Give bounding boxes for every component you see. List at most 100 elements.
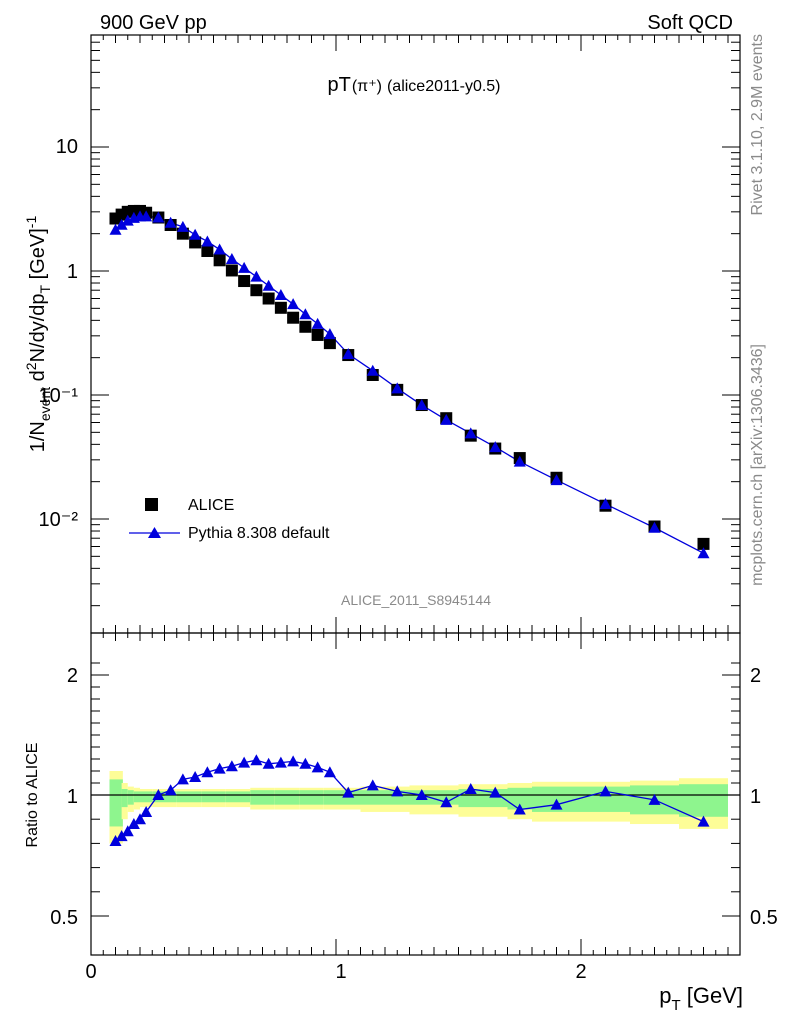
analysis-watermark: ALICE_2011_S8945144	[341, 592, 491, 608]
main-y-tick-labels: 10 1 10⁻¹ 10⁻²	[39, 136, 79, 531]
ratio-data-point	[140, 805, 153, 817]
ratio-data-point	[152, 789, 165, 800]
main-y-axis-label: 1/Nevent d2N/dy/dpT [GeV]-1	[23, 216, 53, 453]
ratio-inner-band	[311, 790, 324, 805]
title-particle: (π⁺)	[352, 78, 382, 95]
alice-data-point	[311, 328, 324, 341]
ratio-data-point	[274, 756, 287, 768]
main-panel-frame	[90, 34, 741, 634]
ratio-data-point	[323, 766, 336, 778]
x-axis-label: pT [GeV]	[659, 983, 743, 1014]
main-panel-data	[109, 204, 710, 559]
pythia-data-point	[366, 364, 379, 376]
ratio-inner-band	[385, 790, 410, 805]
legend: ALICE Pythia 8.308 default	[129, 497, 330, 542]
main-y-tick-label: 10⁻¹	[39, 385, 79, 407]
alice-data-point	[250, 284, 263, 297]
ratio-inner-band	[176, 791, 189, 803]
ratio-data-point	[550, 798, 563, 810]
ratio-inner-band	[121, 789, 128, 808]
ratio-inner-band	[133, 791, 140, 803]
pythia-data-point	[238, 261, 251, 273]
ratio-y-tick-label: 2	[67, 665, 78, 687]
header-right-label: Soft QCD	[647, 12, 733, 34]
x-tick-label: 0	[85, 961, 96, 983]
legend-pythia-marker	[148, 527, 161, 538]
pythia-data-point	[189, 228, 202, 240]
ratio-y-tick-label: 1	[67, 786, 78, 808]
pythia-data-point	[225, 252, 238, 264]
main-y-tick-label: 1	[67, 261, 78, 283]
ratio-data-point	[121, 825, 134, 837]
pythia-data-point	[262, 279, 275, 291]
ratio-panel-ticks	[90, 633, 740, 955]
pythia-data-point	[140, 210, 153, 222]
ratio-inner-band	[225, 791, 238, 803]
ratio-data-point	[648, 793, 661, 805]
alice-data-point	[323, 337, 336, 350]
pythia-data-point	[440, 413, 453, 425]
ratio-inner-band	[262, 790, 275, 805]
ratio-data-point	[299, 757, 312, 769]
pythia-data-point	[415, 399, 428, 411]
ratio-data-point	[342, 786, 355, 798]
x-tick-label: 2	[575, 961, 586, 983]
alice-data-point	[274, 301, 287, 314]
pythia-data-point	[115, 218, 128, 230]
main-y-tick-label: 10⁻²	[39, 509, 79, 531]
ratio-inner-band	[164, 791, 177, 803]
pythia-data-point	[274, 289, 287, 301]
ratio-uncertainty-bands	[109, 771, 728, 844]
pythia-data-point	[550, 474, 563, 486]
ratio-inner-band	[299, 790, 312, 805]
pythia-data-point	[176, 220, 189, 232]
ratio-y-tick-labels: 2 1 0.5 2 1 0.5	[50, 665, 778, 929]
ratio-data-point	[213, 762, 226, 774]
pythia-data-point	[648, 521, 661, 533]
ratio-inner-band	[360, 790, 385, 805]
ratio-inner-band	[140, 791, 153, 803]
pythia-data-point	[323, 328, 336, 340]
main-panel-ticks	[90, 34, 740, 633]
pythia-data-point	[489, 441, 502, 453]
x-tick-labels: 0 1 2	[85, 961, 586, 983]
ratio-data-point	[513, 803, 526, 815]
ratio-data-point	[489, 786, 502, 798]
ratio-data-point	[189, 771, 202, 782]
x-tick-label: 1	[335, 961, 346, 983]
pythia-data-point	[213, 243, 226, 255]
ratio-inner-band	[323, 790, 336, 805]
ratio-inner-band	[250, 790, 263, 805]
ratio-inner-band	[213, 791, 226, 803]
ratio-y-tick-label: 0.5	[50, 907, 78, 929]
alice-data-point	[225, 264, 238, 277]
ratio-inner-band	[679, 784, 728, 817]
title-tag: (alice2011-y0.5)	[387, 78, 501, 95]
pythia-data-point	[599, 498, 612, 510]
legend-alice-marker	[145, 498, 158, 511]
ratio-data-point	[115, 830, 128, 842]
alice-data-point	[262, 292, 275, 305]
legend-pythia-label: Pythia 8.308 default	[188, 525, 330, 542]
ratio-inner-band	[127, 790, 134, 805]
ratio-data-point	[134, 813, 146, 825]
pythia-data-point	[391, 382, 404, 394]
pythia-data-point	[311, 317, 324, 329]
ratio-data-point	[262, 757, 275, 769]
ratio-data-point	[391, 785, 404, 797]
ratio-data-point	[599, 785, 612, 797]
ratio-inner-band	[507, 787, 532, 810]
ratio-data-point	[697, 815, 710, 827]
alice-data-point	[213, 254, 226, 267]
alice-data-point	[201, 244, 214, 257]
pythia-data-point	[287, 298, 300, 310]
ratio-inner-band	[458, 789, 483, 808]
ratio-y-tick-label-right: 1	[750, 786, 761, 808]
ratio-y-tick-label-right: 2	[750, 665, 761, 687]
pythia-data-point	[109, 223, 122, 235]
pythia-data-point	[299, 308, 312, 320]
ratio-inner-band	[109, 779, 123, 827]
alice-data-point	[697, 537, 710, 550]
alice-data-point	[299, 320, 312, 333]
